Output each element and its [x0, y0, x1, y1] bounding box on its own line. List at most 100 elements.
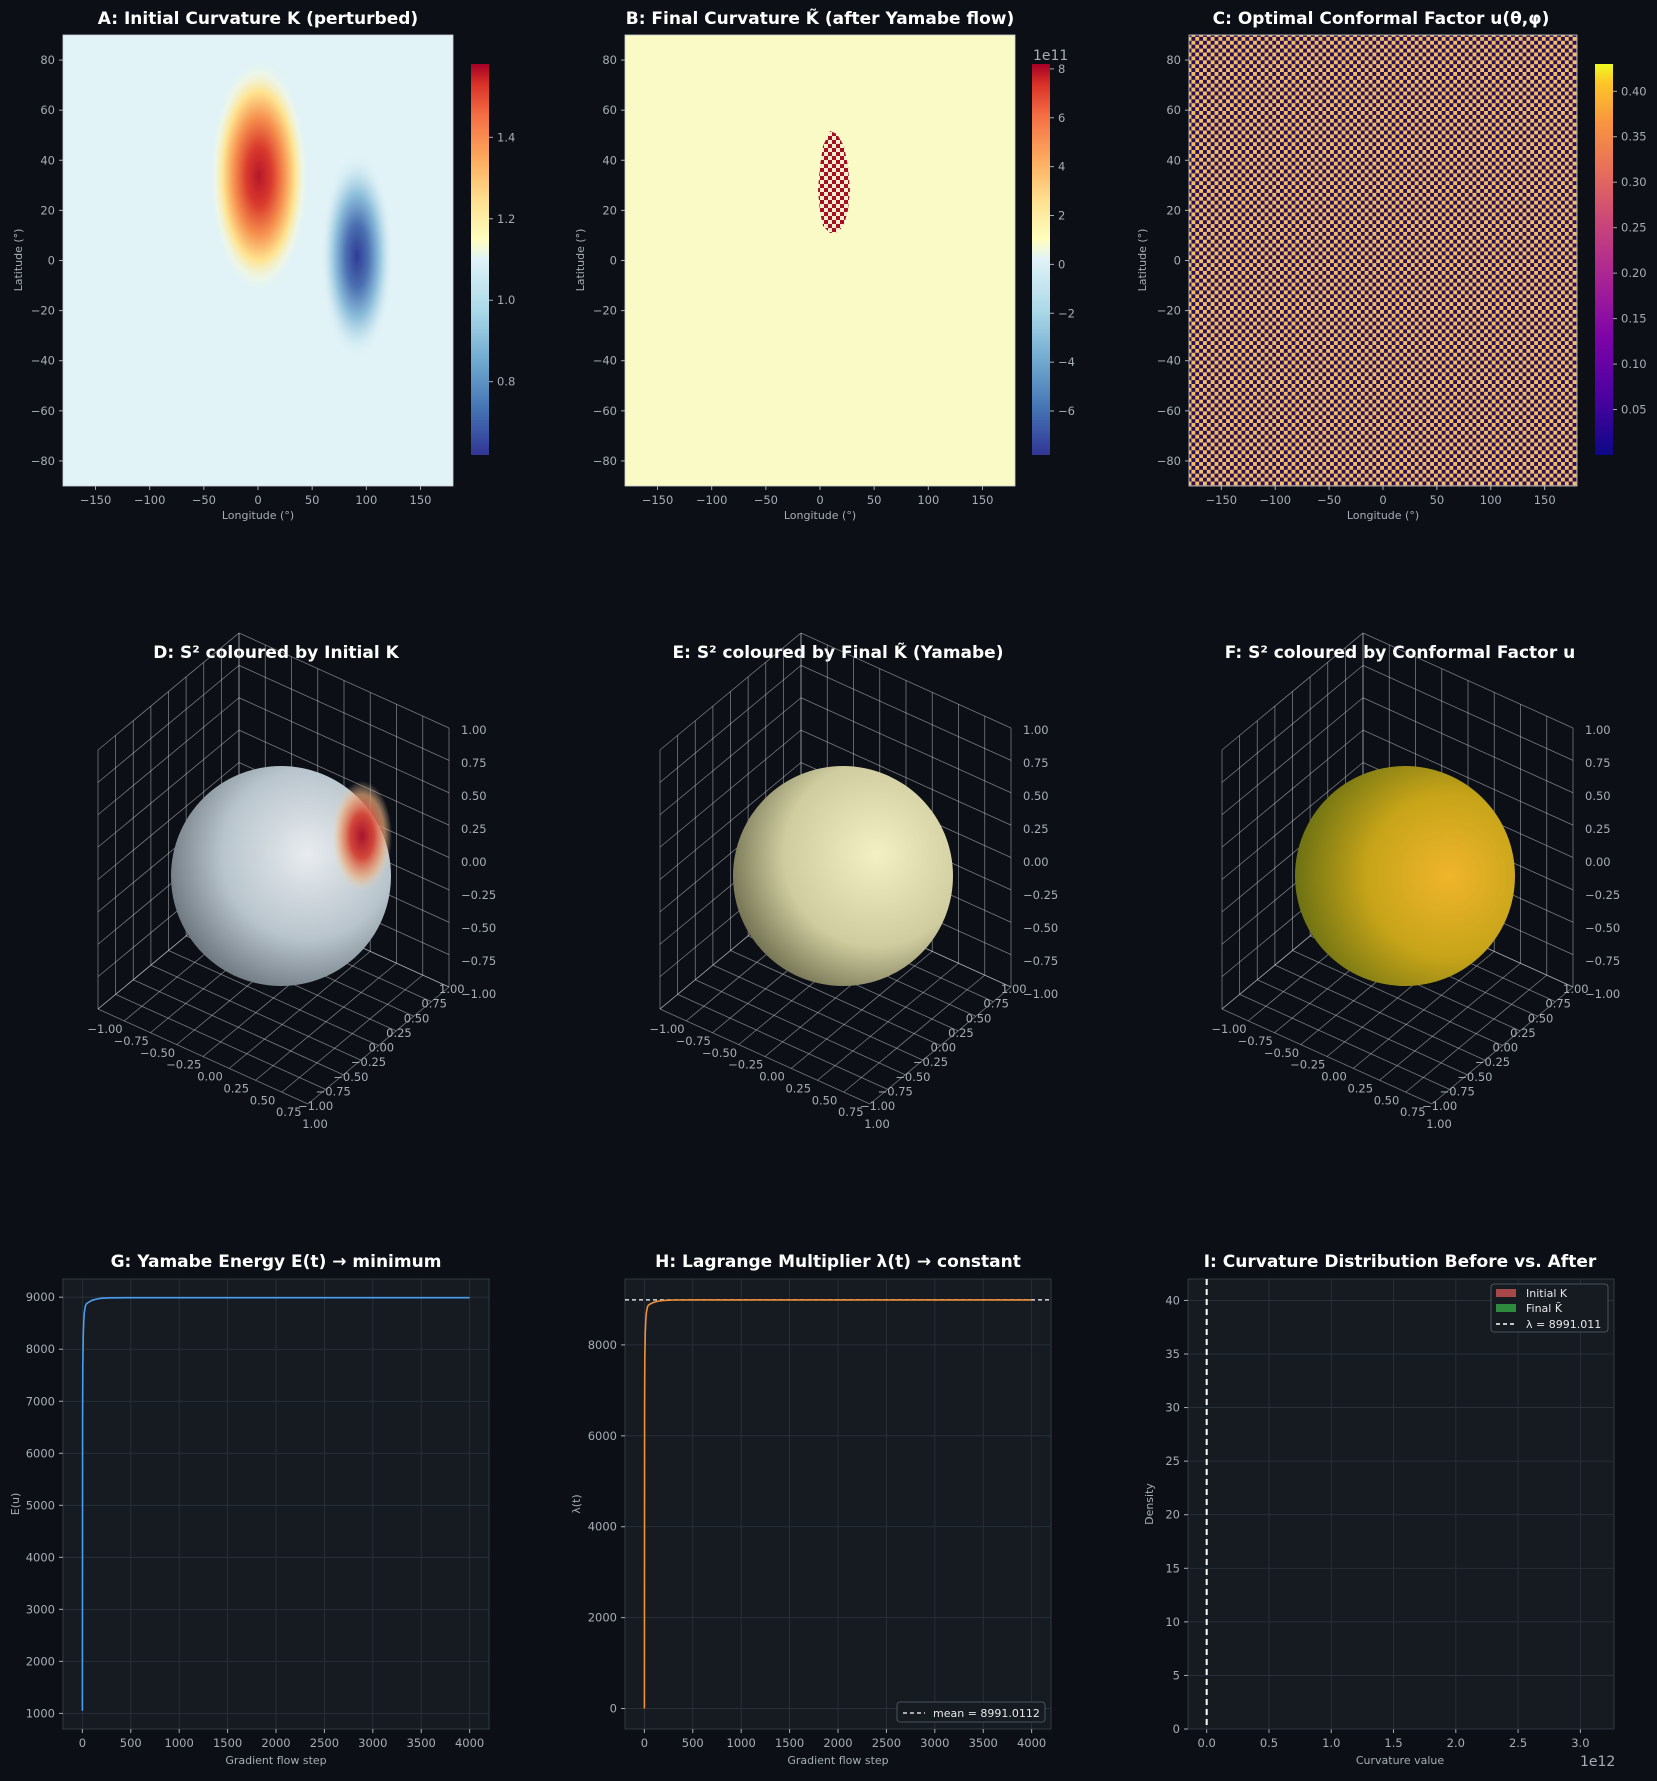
- floor-grid: [869, 986, 1012, 1105]
- map-a-axes: −150 −100 −50 0 50 100 150 80 60 40 20 0 −20 −40 −60 −8…: [31, 53, 432, 507]
- y-tick-label: 80: [40, 53, 55, 67]
- y-tick-label: 0.50: [404, 1011, 430, 1025]
- y-tick-label: 15: [1165, 1561, 1180, 1575]
- colorbar-tick-label: 4: [1058, 160, 1065, 174]
- wall-grid: [1221, 665, 1364, 783]
- x-tick-label: 0.25: [785, 1081, 811, 1095]
- wall-grid: [659, 632, 802, 751]
- map-c-checkerboard: [1189, 35, 1577, 486]
- y-tick-label: −0.50: [895, 1070, 930, 1084]
- colorbar-tick-label: 0.05: [1621, 403, 1647, 417]
- z-tick-label: 0.75: [1023, 756, 1049, 770]
- x-tick-label: 500: [682, 1736, 704, 1750]
- x-tick-label: 1500: [775, 1736, 804, 1750]
- y-tick-label: 0: [610, 254, 617, 268]
- z-tick-label: 0.75: [461, 756, 487, 770]
- y-tick-label: 0.00: [931, 1041, 957, 1055]
- map-a-xlabel: Longitude (°): [222, 509, 294, 522]
- legend-h: mean = 8991.0112: [896, 1701, 1046, 1723]
- floor-grid: [228, 951, 371, 1069]
- x-tick-label: 0.00: [197, 1070, 223, 1084]
- y-tick-label: 0: [1174, 254, 1181, 268]
- x-tick-label: −50: [192, 493, 216, 507]
- x-tick-label: 50: [867, 493, 882, 507]
- y-tick-label: −60: [1157, 404, 1181, 418]
- floor-grid: [1352, 951, 1495, 1069]
- x-tick-label: −0.25: [1290, 1058, 1325, 1072]
- x-tick-label: −0.25: [728, 1058, 763, 1072]
- y-tick-label: 20: [1165, 1508, 1180, 1522]
- y-tick-label: 0.25: [948, 1026, 974, 1040]
- legend-i-initial: Initial K: [1526, 1287, 1568, 1300]
- y-tick-label: 3000: [26, 1602, 55, 1616]
- y-tick-label: 4000: [26, 1550, 55, 1564]
- colorbar-c: [1595, 64, 1613, 455]
- x-tick-label: −100: [134, 493, 166, 507]
- y-tick-label: 25: [1165, 1454, 1180, 1468]
- y-tick-label: 0.25: [1510, 1026, 1536, 1040]
- wall-grid: [1362, 665, 1574, 761]
- wall-grid: [1362, 697, 1574, 794]
- y-tick-label: 5000: [26, 1498, 55, 1512]
- wall-grid: [659, 762, 802, 880]
- floor-grid: [843, 974, 986, 1093]
- plot-i-content: 0.0 0.5 1.0 1.5 2.0 2.5 3.0 0 5 10 15 20 25 30 35 40: [1165, 1279, 1614, 1750]
- z-tick-label: 0.50: [1023, 789, 1049, 803]
- x-tick-label: 0: [641, 1736, 648, 1750]
- floor-grid: [281, 974, 424, 1093]
- wall-grid: [659, 665, 802, 783]
- y-tick-label: −0.50: [333, 1070, 368, 1084]
- y-tick-label: −20: [1157, 304, 1181, 318]
- map-c-ylabel: Latitude (°): [1136, 229, 1149, 292]
- wall-grid: [97, 697, 240, 816]
- y-tick-label: −80: [31, 454, 55, 468]
- x-tick-label: 1.00: [864, 1117, 890, 1131]
- plot-i-area: [1187, 1278, 1615, 1730]
- panel-e-title: E: S² coloured by Final K̃ (Yamabe): [673, 642, 1004, 663]
- colorbar-tick-label: 0.30: [1621, 175, 1647, 189]
- y-tick-label: −1.00: [860, 1099, 895, 1113]
- floor-grid: [817, 962, 959, 1081]
- x-tick-label: −150: [642, 493, 674, 507]
- map-b-background: [625, 35, 1015, 486]
- x-tick-label: 3.0: [1571, 1736, 1589, 1750]
- x-tick-label: 1.00: [302, 1117, 328, 1131]
- colorbar-tick-label: 0: [1058, 257, 1065, 271]
- z-tick-label: −0.50: [1023, 921, 1058, 935]
- x-tick-label: −0.50: [140, 1046, 175, 1060]
- z-tick-label: −0.50: [461, 921, 496, 935]
- y-tick-label: 0.00: [369, 1041, 395, 1055]
- floor-grid: [1379, 962, 1521, 1081]
- colorbar-b-exponent: 1e11: [1033, 48, 1068, 64]
- y-tick-label: −0.25: [1475, 1055, 1510, 1069]
- floor-grid: [1431, 986, 1574, 1105]
- map-c-xlabel: Longitude (°): [1347, 509, 1419, 522]
- x-tick-label: 0: [816, 493, 823, 507]
- colorbar-tick-label: −2: [1058, 306, 1075, 320]
- panel-d: D: S² coloured by Initial K 1.000.750.50…: [87, 632, 496, 1131]
- wall-grid: [1221, 729, 1364, 848]
- colorbar-tick-label: 0.35: [1621, 130, 1647, 144]
- x-tick-label: 0.50: [250, 1093, 276, 1107]
- x-tick-label: 100: [355, 493, 377, 507]
- y-tick-label: 0.50: [966, 1011, 992, 1025]
- z-tick-label: −0.25: [1023, 888, 1058, 902]
- y-tick-label: 0: [1173, 1722, 1180, 1736]
- y-tick-label: 35: [1165, 1347, 1180, 1361]
- x-tick-label: −0.75: [1238, 1034, 1273, 1048]
- y-tick-label: 60: [40, 103, 55, 117]
- panel-a-title: A: Initial Curvature K (perturbed): [98, 9, 418, 29]
- x-tick-label: 2500: [872, 1736, 901, 1750]
- y-tick-label: −80: [593, 454, 617, 468]
- y-tick-label: 0.00: [1493, 1041, 1519, 1055]
- z-tick-label: 0.50: [461, 789, 487, 803]
- x-tick-label: 2000: [261, 1736, 290, 1750]
- panel-f: F: S² coloured by Conformal Factor u 1.0…: [1211, 632, 1620, 1131]
- colorbar-tick-label: 0.25: [1621, 221, 1647, 235]
- x-tick-label: 0: [254, 493, 261, 507]
- panel-g: G: Yamabe Energy E(t) → minimum 0 500 1000…: [9, 1252, 490, 1767]
- colorbar-tick-label: 0.8: [497, 375, 515, 389]
- y-tick-label: 2000: [588, 1611, 617, 1625]
- x-tick-label: 4000: [455, 1736, 484, 1750]
